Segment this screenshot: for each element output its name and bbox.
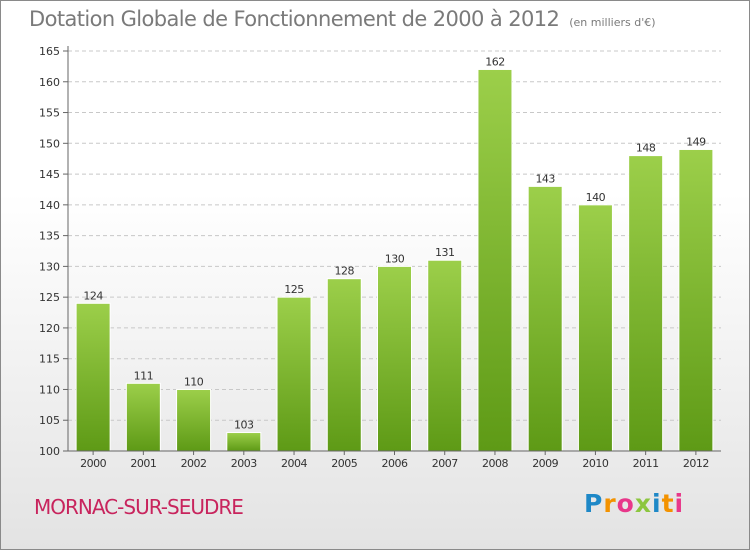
value-label-2008: 162 xyxy=(485,55,505,68)
bar-2007 xyxy=(427,259,463,452)
x-tick-label-2007: 2007 xyxy=(432,457,458,470)
proxiti-logo: Proxiti xyxy=(584,489,684,518)
x-tick-label-2004: 2004 xyxy=(281,457,307,470)
x-tick-label-2011: 2011 xyxy=(633,457,659,470)
y-tick-label: 160 xyxy=(39,76,60,89)
chart-title-text: Dotation Globale de Fonctionnement de 20… xyxy=(29,7,560,31)
bar-2005 xyxy=(326,278,362,452)
axes: 100 105 110 115 120 125 130 135 140 145 150 155 160 1… xyxy=(39,45,721,470)
bar-2006 xyxy=(377,265,412,452)
y-tick-label: 115 xyxy=(39,353,60,366)
brand-letter: i xyxy=(652,489,662,518)
chart-title: Dotation Globale de Fonctionnement de 20… xyxy=(29,7,656,31)
y-tick-label: 145 xyxy=(39,168,60,181)
bar-2012 xyxy=(678,148,714,452)
bar-2003 xyxy=(226,432,262,452)
x-tick-label-2010: 2010 xyxy=(582,457,608,470)
value-label-2010: 140 xyxy=(586,191,606,204)
bar-2011 xyxy=(628,155,664,452)
value-label-2004: 125 xyxy=(284,283,304,296)
bar-2004 xyxy=(276,296,312,452)
y-tick-label: 135 xyxy=(39,230,60,243)
value-labels: 124 111 110 103 125 128 130 131 162 143 140 148 149 xyxy=(83,55,706,431)
value-label-2000: 124 xyxy=(83,289,103,302)
value-label-2007: 131 xyxy=(435,246,455,259)
y-tick-label: 130 xyxy=(39,260,60,273)
y-tick-label: 100 xyxy=(39,445,60,458)
y-tick-label: 155 xyxy=(39,107,60,120)
x-tick-label-2012: 2012 xyxy=(683,457,709,470)
bar-2008 xyxy=(477,68,513,452)
y-tick-label: 105 xyxy=(39,414,60,427)
brand-letter: t xyxy=(661,489,675,518)
bars xyxy=(75,68,714,452)
value-label-2006: 130 xyxy=(385,252,405,265)
brand-letter: x xyxy=(634,489,652,518)
y-tick-label: 125 xyxy=(39,291,60,304)
commune-name: MORNAC-SUR-SEUDRE xyxy=(34,495,244,519)
x-tick-label-2000: 2000 xyxy=(80,457,106,470)
brand-letter: o xyxy=(616,489,635,518)
brand-letter: i xyxy=(674,489,685,518)
chart-unit-label: (en milliers d'€) xyxy=(569,16,656,29)
x-tick-label-2008: 2008 xyxy=(482,457,508,470)
x-tick-label-2009: 2009 xyxy=(532,457,558,470)
y-tick-label: 150 xyxy=(39,137,60,150)
y-tick-label: 140 xyxy=(39,199,60,212)
value-label-2002: 110 xyxy=(184,375,204,388)
x-tick-label-2006: 2006 xyxy=(382,457,408,470)
bar-2000 xyxy=(75,302,111,452)
bar-2002 xyxy=(176,388,212,452)
value-label-2009: 143 xyxy=(535,172,555,185)
x-tick-label-2005: 2005 xyxy=(331,457,357,470)
value-label-2005: 128 xyxy=(335,265,355,278)
x-tick-label-2003: 2003 xyxy=(231,457,257,470)
y-tick-label: 110 xyxy=(39,383,60,396)
x-tick-label-2002: 2002 xyxy=(181,457,207,470)
value-label-2011: 148 xyxy=(636,142,656,155)
brand-letter: r xyxy=(603,489,617,518)
value-label-2012: 149 xyxy=(686,135,706,148)
x-tick-label-2001: 2001 xyxy=(130,457,156,470)
value-label-2003: 103 xyxy=(234,419,254,432)
bar-2010 xyxy=(577,204,613,452)
value-label-2001: 111 xyxy=(134,369,154,382)
brand-letter: P xyxy=(584,489,604,518)
y-tick-label: 120 xyxy=(39,322,60,335)
y-tick-label: 165 xyxy=(39,45,60,58)
bar-2009 xyxy=(527,185,563,452)
bar-2001 xyxy=(125,382,161,452)
